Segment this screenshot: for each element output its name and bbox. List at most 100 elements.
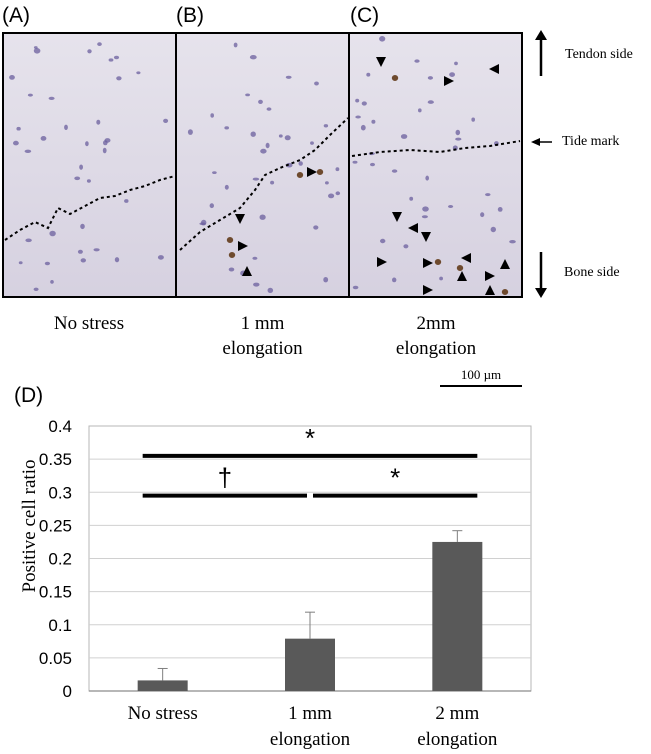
y-tick-label: 0.4 xyxy=(48,417,72,436)
cell xyxy=(278,134,283,138)
micrograph-strip xyxy=(2,30,552,298)
cell xyxy=(400,134,408,139)
cell xyxy=(96,119,101,125)
arrowhead-marker xyxy=(485,271,495,281)
micrograph-b xyxy=(177,33,348,297)
cell xyxy=(285,75,292,79)
y-tick-label: 0.25 xyxy=(39,516,72,535)
cell xyxy=(323,277,329,283)
scale-bar-label: 100 µm xyxy=(460,367,502,382)
cell xyxy=(455,137,462,141)
cell xyxy=(87,49,92,54)
y-tick-label: 0 xyxy=(63,682,72,701)
cell xyxy=(323,124,329,128)
cell xyxy=(86,179,91,183)
caption-b-line2: elongation xyxy=(222,338,303,359)
cell xyxy=(102,147,107,154)
cell xyxy=(252,177,260,181)
cell xyxy=(209,203,214,209)
positive-cell xyxy=(228,252,236,258)
cell xyxy=(40,136,47,141)
micrograph-c xyxy=(350,33,522,297)
arrowhead-marker xyxy=(489,64,499,74)
arrowhead-marker xyxy=(392,212,402,222)
significance-marker: † xyxy=(218,463,232,493)
cell xyxy=(33,46,38,49)
cell xyxy=(245,93,251,97)
arrowhead-marker xyxy=(423,258,433,268)
y-tick-label: 0.1 xyxy=(48,616,72,635)
cell xyxy=(49,230,56,237)
cell xyxy=(352,160,358,164)
cell xyxy=(266,107,272,111)
arrowhead-marker xyxy=(238,241,248,251)
y-tick-label: 0.15 xyxy=(39,583,72,602)
panel-label-b: (B) xyxy=(176,4,204,27)
cell xyxy=(284,135,291,141)
caption-c: 2mm elongation xyxy=(350,311,522,361)
cell xyxy=(422,206,429,212)
cell xyxy=(74,176,81,181)
cell xyxy=(136,71,141,75)
cell xyxy=(224,184,229,190)
cell xyxy=(355,115,361,119)
arrowhead-marker xyxy=(457,271,467,281)
cell xyxy=(485,193,491,197)
panel-label-d: (D) xyxy=(14,384,44,407)
cell xyxy=(370,162,375,167)
cell xyxy=(64,124,68,130)
caption-b: 1 mm elongation xyxy=(177,311,348,361)
cell xyxy=(471,117,476,122)
cell xyxy=(250,131,256,137)
arrowhead-marker xyxy=(423,285,433,295)
y-tick-label: 0.05 xyxy=(39,649,72,668)
cell xyxy=(97,42,102,46)
arrowhead-marker xyxy=(444,76,454,86)
cell xyxy=(80,223,85,230)
cell xyxy=(379,36,386,42)
positive-cell xyxy=(434,259,442,265)
cell xyxy=(314,81,319,86)
bar-chart: 0 0.05 0.1 0.15 0.2 0.25 0.3 0.35 0.4 No stress 1 … xyxy=(39,417,532,750)
cell xyxy=(79,164,83,170)
cell xyxy=(497,207,503,212)
cell xyxy=(455,129,461,136)
panel-label-a: (A) xyxy=(2,4,30,27)
cell xyxy=(33,48,41,54)
arrowhead-markers xyxy=(235,57,510,295)
cell xyxy=(392,277,397,283)
bar xyxy=(137,680,188,691)
bone-side-arrow xyxy=(535,252,547,298)
cell xyxy=(313,225,319,230)
cell xyxy=(27,93,33,97)
positive-cell xyxy=(456,265,464,271)
tide-mark-line-c xyxy=(351,140,521,157)
cell xyxy=(80,258,87,263)
cell xyxy=(427,100,434,104)
cell xyxy=(270,180,275,185)
x-category-label: 1 mm xyxy=(288,703,332,724)
arrowhead-marker xyxy=(421,232,431,242)
cell xyxy=(439,276,443,281)
cell xyxy=(48,96,55,100)
cell xyxy=(490,226,496,233)
caption-a: No stress xyxy=(3,311,175,336)
tendon-side-arrow xyxy=(535,30,547,76)
cell xyxy=(403,244,409,249)
cell xyxy=(104,138,111,143)
cell xyxy=(187,129,193,135)
cell xyxy=(85,141,89,147)
cell xyxy=(325,181,329,185)
significance-marker: * xyxy=(390,463,400,493)
tide-mark-label: Tide mark xyxy=(562,134,620,149)
significance-marker: * xyxy=(305,423,315,453)
arrowhead-marker xyxy=(500,259,510,269)
cell xyxy=(157,255,164,260)
caption-c-line1: 2mm xyxy=(416,313,456,334)
bar xyxy=(432,541,483,691)
bone-side-label: Bone side xyxy=(564,265,620,280)
cell xyxy=(328,193,335,199)
cell xyxy=(366,72,371,77)
caption-a-line1: No stress xyxy=(53,313,125,334)
cell xyxy=(18,261,23,265)
